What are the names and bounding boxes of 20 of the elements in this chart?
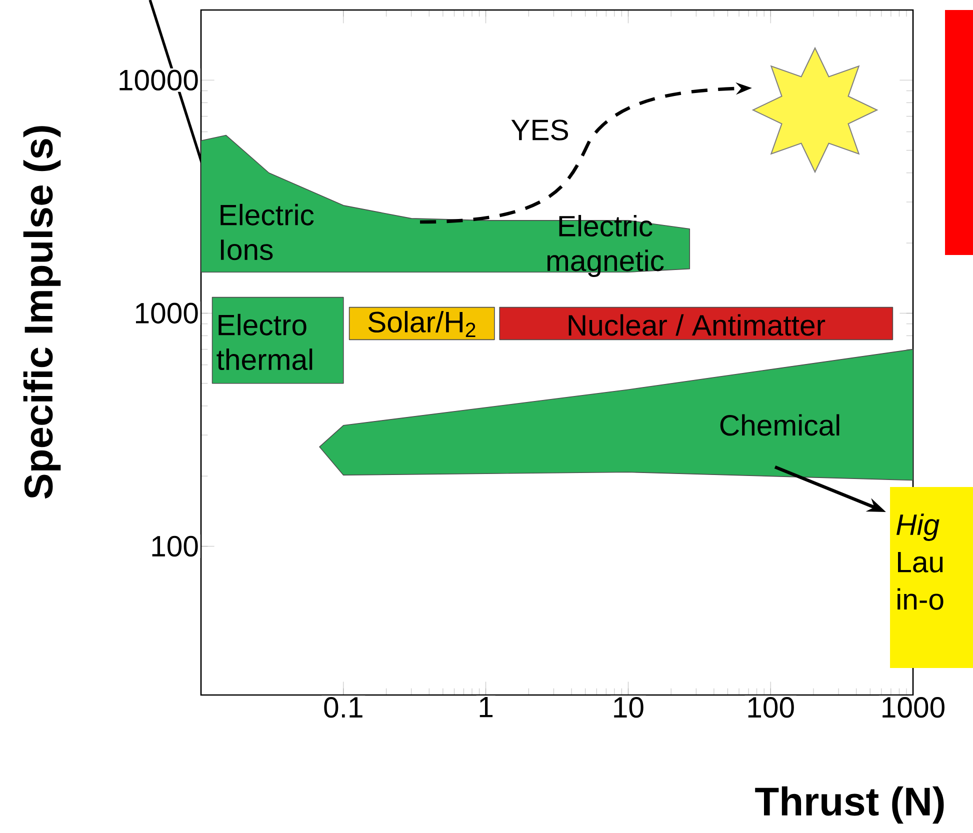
x-tick-label: 10 <box>614 696 644 718</box>
y-tick-label: 10000 <box>120 70 198 91</box>
y-axis-title: Specific Impulse (s) <box>23 126 61 499</box>
annotation: Electric magnetic <box>547 214 664 277</box>
x-tick-label: 100 <box>748 696 794 718</box>
annotation: in-o <box>898 588 944 610</box>
y-tick-label: 1000 <box>136 302 198 324</box>
annotation: Electric Ions <box>220 204 314 260</box>
x-tick-label: 0.1 <box>324 696 362 718</box>
x-tick-label: 1 <box>480 696 493 718</box>
annotation: Electro thermal <box>216 314 312 370</box>
x-tick-label: 1000 <box>882 696 944 718</box>
y-tick-label: 100 <box>152 536 198 557</box>
annotation: Hig <box>896 514 940 541</box>
annotation: Nuclear / Antimatter <box>568 314 826 336</box>
x-axis-title: Thrust (N) <box>755 786 944 824</box>
annotation: Chemical <box>720 414 840 436</box>
annotation: Lau <box>898 552 943 572</box>
annotation: YES <box>511 120 568 140</box>
annotation: Solar/H$_{2}$ <box>368 310 476 338</box>
